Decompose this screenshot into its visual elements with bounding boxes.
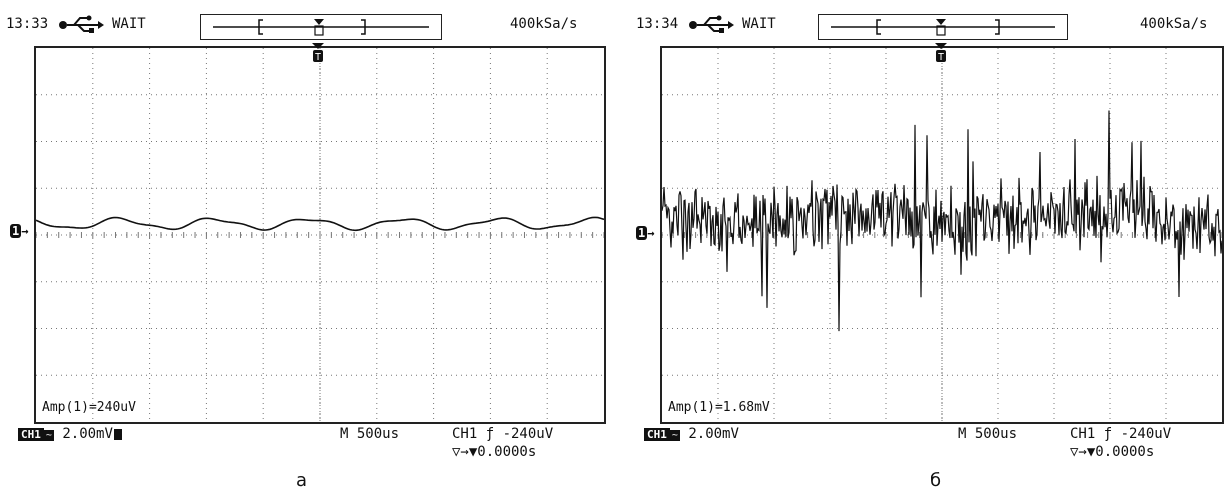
trigger-setting: CH1 ƒ -240uV [452,426,554,442]
scope-panel-a: 13:33 WAIT 400kSa/s T 1 → Amp(1)=240uV [0,0,610,499]
usb-icon [59,15,104,33]
trigger-position-bar[interactable] [200,14,442,40]
svg-text:T: T [938,52,944,63]
figure-caption: б [930,470,942,491]
trigger-position-bar[interactable] [818,14,1068,40]
bottom-status-left: CH1 ~ 2.00mV [18,426,122,442]
status-bar: 13:33 WAIT [6,12,606,36]
usb-icon [689,15,734,33]
trigger-position-graphic [213,19,429,36]
timebase: M 500us [958,426,1018,442]
waveform-graticule [36,48,604,422]
scope-panel-b: 13:34 WAIT 400kSa/s T 1 → Amp(1)=1.68m [620,0,1224,499]
sample-rate: 400kSa/s [510,16,578,32]
waveform-trace [662,110,1222,332]
waveform-graticule [662,48,1222,422]
channel-badge[interactable]: CH1 [644,428,670,441]
svg-text:T: T [315,52,321,63]
trigger-marker-icon: T [935,43,947,63]
channel-level-marker: 1 → [636,226,655,240]
volts-per-div: 2.00mV [688,426,739,442]
amplitude-readout: Amp(1)=1.68mV [668,400,770,415]
waveform-display [660,46,1224,424]
trigger-setting: CH1 ƒ -240uV [1070,426,1172,442]
acquisition-mode: WAIT [742,16,776,32]
trigger-position-graphic [831,19,1055,36]
bw-limit-icon [113,428,122,440]
channel-level-marker: 1 → [10,224,29,238]
volts-per-div: 2.00mV [62,426,113,442]
clock: 13:33 [6,16,49,32]
status-bar: 13:34 WAIT [636,12,1224,36]
figure-caption: а [296,470,308,491]
trigger-delay: ▽→▼0.0000s [452,444,537,460]
timebase: M 500us [340,426,400,442]
ac-coupling-icon: ~ [43,430,54,441]
grid [36,48,604,422]
amplitude-readout: Amp(1)=240uV [42,400,136,415]
channel-badge[interactable]: CH1 [18,428,44,441]
ac-coupling-icon: ~ [669,430,680,441]
clock: 13:34 [636,16,679,32]
sample-rate: 400kSa/s [1140,16,1208,32]
acquisition-mode: WAIT [112,16,146,32]
waveform-display [34,46,606,424]
bottom-status-left: CH1 ~ 2.00mV [644,426,739,442]
trigger-delay: ▽→▼0.0000s [1070,444,1155,460]
waveform-trace [36,216,604,232]
trigger-marker-icon: T [312,43,324,63]
